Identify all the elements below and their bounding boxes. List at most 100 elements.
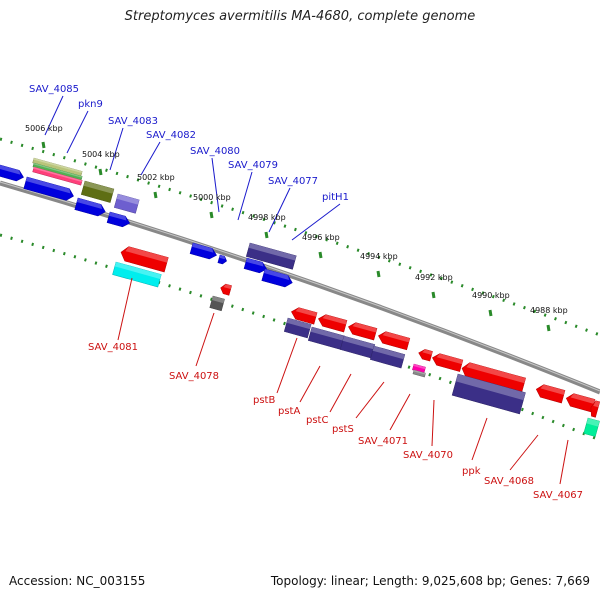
label-leaders bbox=[44, 95, 569, 485]
gene-block bbox=[535, 384, 566, 404]
gene-block bbox=[32, 162, 83, 181]
gene-block bbox=[120, 246, 169, 273]
gene-block bbox=[318, 314, 348, 333]
gene-block bbox=[220, 283, 232, 296]
gene-label-forward: SAV_4085 bbox=[29, 84, 79, 95]
features bbox=[0, 157, 600, 437]
leader-line bbox=[559, 439, 569, 485]
tick-mark bbox=[98, 168, 103, 176]
gene-block bbox=[369, 345, 406, 369]
tick-mark bbox=[41, 141, 46, 149]
leader-line bbox=[195, 312, 215, 367]
outer-dotted-track bbox=[0, 137, 600, 337]
tick-mark bbox=[318, 251, 323, 259]
gene-label-reverse: SAV_4081 bbox=[88, 342, 138, 353]
gene-label-reverse: ppk bbox=[462, 466, 481, 477]
leader-line bbox=[44, 95, 64, 136]
gene-block bbox=[283, 317, 312, 339]
gene-label-forward: SAV_4080 bbox=[190, 146, 240, 157]
gene-block bbox=[348, 322, 378, 341]
tick-label: 4988 kbp bbox=[530, 306, 568, 315]
map-title: Streptomyces avermitilis MA-4680, comple… bbox=[124, 9, 476, 24]
gene-block bbox=[418, 349, 433, 362]
tick-mark bbox=[431, 291, 436, 299]
gene-block bbox=[451, 373, 526, 415]
gene-label-reverse: pstC bbox=[306, 415, 328, 426]
gene-block bbox=[32, 157, 83, 177]
gene-label-forward: pkn9 bbox=[78, 99, 103, 110]
tick-label: 5006 kbp bbox=[25, 124, 63, 133]
gene-block bbox=[243, 257, 268, 274]
gene-label-reverse: SAV_4068 bbox=[484, 476, 534, 487]
gene-label-reverse: SAV_4078 bbox=[169, 371, 219, 382]
gene-block bbox=[590, 400, 600, 418]
leader-line bbox=[471, 417, 488, 461]
tick-label: 5000 kbp bbox=[193, 193, 231, 202]
leader-line bbox=[299, 365, 321, 403]
gene-block bbox=[261, 268, 293, 288]
leader-line bbox=[66, 110, 89, 154]
tick-label: 5004 kbp bbox=[82, 150, 120, 159]
tick-label: 4996 kbp bbox=[302, 233, 340, 242]
gene-block bbox=[113, 193, 140, 214]
tick-marks bbox=[41, 141, 551, 332]
gene-block bbox=[339, 335, 376, 359]
gene-block bbox=[378, 331, 411, 351]
tick-label: 4992 kbp bbox=[415, 273, 453, 282]
tick-label: 5002 kbp bbox=[137, 173, 175, 182]
leader-line bbox=[509, 434, 539, 471]
leader-line bbox=[140, 141, 161, 176]
leader-line bbox=[268, 187, 291, 233]
gene-block bbox=[209, 295, 225, 312]
tick-mark bbox=[376, 270, 381, 278]
gene-block bbox=[74, 197, 106, 217]
gene-label-forward: SAV_4079 bbox=[228, 160, 278, 171]
tick-label: 4990 kbp bbox=[472, 291, 510, 300]
gene-label-forward: SAV_4077 bbox=[268, 176, 318, 187]
gene-block bbox=[80, 180, 115, 203]
leader-line bbox=[211, 157, 220, 213]
gene-block bbox=[245, 242, 297, 270]
tick-mark bbox=[546, 324, 551, 332]
tick-mark bbox=[153, 191, 158, 199]
tick-mark bbox=[209, 211, 214, 219]
gene-block bbox=[112, 261, 162, 288]
gene-label-reverse: pstS bbox=[332, 424, 354, 435]
inner-dotted-track bbox=[0, 233, 600, 442]
gene-block bbox=[0, 164, 24, 182]
leader-line bbox=[389, 393, 411, 431]
gene-labels: 5006 kbp 5004 kbp 5002 kbp 5000 kbp 4998 kbp… bbox=[25, 84, 583, 501]
genome-backbone bbox=[0, 180, 600, 395]
gene-block bbox=[106, 211, 131, 228]
genome-summary-text: Topology: linear; Length: 9,025,608 bp; … bbox=[270, 574, 590, 588]
accession-text: Accession: NC_003155 bbox=[9, 574, 146, 588]
leader-line bbox=[291, 203, 341, 241]
gene-block bbox=[291, 307, 318, 325]
leader-line bbox=[117, 277, 133, 341]
gene-block bbox=[23, 176, 74, 201]
tick-mark bbox=[488, 309, 493, 317]
gene-label-reverse: pstA bbox=[278, 406, 300, 417]
gene-label-forward: SAV_4082 bbox=[146, 130, 196, 141]
leader-line bbox=[355, 381, 385, 419]
gene-block bbox=[565, 393, 596, 413]
leader-line bbox=[431, 399, 435, 447]
gene-label-forward: SAV_4083 bbox=[108, 116, 158, 127]
gene-label-forward: pitH1 bbox=[322, 192, 349, 203]
tick-label: 4998 kbp bbox=[248, 213, 286, 222]
gene-label-reverse: SAV_4070 bbox=[403, 450, 453, 461]
gene-label-reverse: pstB bbox=[253, 395, 275, 406]
gene-block bbox=[432, 353, 464, 372]
tick-mark bbox=[264, 231, 269, 239]
gene-label-reverse: SAV_4071 bbox=[358, 436, 408, 447]
tick-label: 4994 kbp bbox=[360, 252, 398, 261]
gene-block bbox=[189, 242, 217, 260]
gene-block bbox=[32, 166, 83, 186]
leader-line bbox=[109, 127, 124, 171]
leader-line bbox=[276, 337, 298, 394]
leader-line bbox=[329, 373, 352, 413]
gene-label-reverse: SAV_4067 bbox=[533, 490, 583, 501]
leader-line bbox=[237, 171, 253, 221]
